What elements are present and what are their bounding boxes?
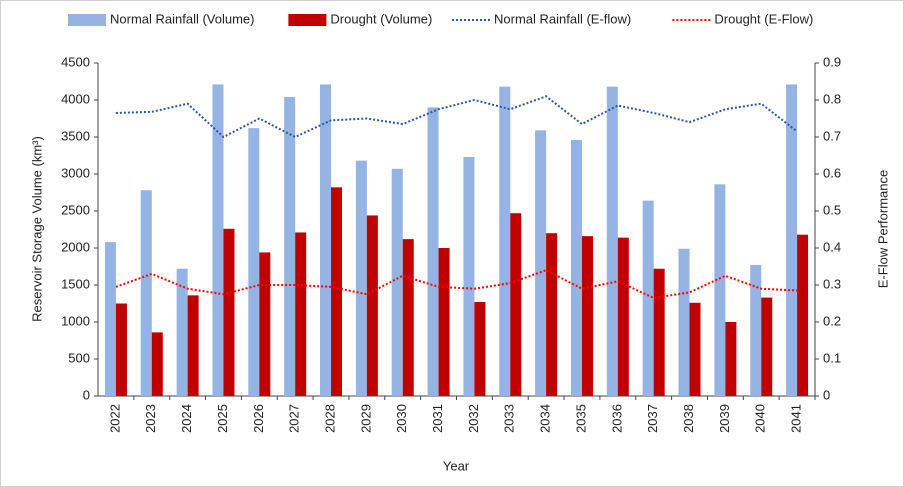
bar <box>331 187 343 396</box>
x-tick-label: 2030 <box>394 404 409 433</box>
y2-tick-label: 0 <box>823 387 830 402</box>
y2-tick-label: 0.7 <box>823 128 841 143</box>
bar <box>259 252 271 396</box>
bar <box>438 248 450 396</box>
y-tick-label: 1000 <box>61 313 90 328</box>
bar <box>725 322 737 396</box>
x-tick-label: 2041 <box>789 404 804 433</box>
bar <box>176 268 188 396</box>
bar <box>570 139 582 396</box>
bar <box>140 190 152 396</box>
line-series <box>115 269 798 299</box>
y-tick-label: 2000 <box>61 239 90 254</box>
legend-label: Drought (Volume) <box>330 11 432 26</box>
bar <box>115 303 127 396</box>
bar <box>366 215 378 396</box>
legend-swatch <box>288 14 327 26</box>
bar <box>499 86 511 397</box>
bar <box>295 232 307 396</box>
x-tick-label: 2033 <box>502 404 517 433</box>
x-tick-label: 2025 <box>215 404 230 433</box>
bar <box>391 168 403 396</box>
x-tick-label: 2035 <box>573 404 588 433</box>
bar <box>104 242 116 396</box>
bar <box>284 97 296 396</box>
x-tick-label: 2023 <box>143 404 158 433</box>
bar <box>797 234 809 396</box>
bar <box>151 332 163 396</box>
bar <box>463 156 475 396</box>
bar <box>320 84 332 397</box>
y-tick-label: 3000 <box>61 165 90 180</box>
bar <box>653 268 665 396</box>
y2-tick-label: 0.2 <box>823 313 841 328</box>
x-tick-label: 2031 <box>430 404 445 433</box>
legend-swatch <box>68 14 106 26</box>
bar <box>427 107 439 397</box>
legend-label: Normal Rainfall (E-flow) <box>494 11 631 26</box>
y-tick-label: 2500 <box>61 202 90 217</box>
y-tick-label: 4000 <box>61 91 90 106</box>
bar <box>248 128 260 396</box>
x-tick-label: 2037 <box>645 404 660 433</box>
x-tick-label: 2039 <box>717 404 732 433</box>
y-tick-label: 3500 <box>61 128 90 143</box>
y-axis-title: Reservoir Storage Volume (km³) <box>29 136 44 322</box>
x-tick-label: 2029 <box>358 404 373 433</box>
bar <box>761 297 773 396</box>
x-tick-label: 2038 <box>681 404 696 433</box>
bar <box>402 239 414 396</box>
bar <box>535 130 547 396</box>
x-tick-label: 2036 <box>609 404 624 433</box>
x-axis-title: Year <box>443 458 470 473</box>
y2-tick-label: 0.8 <box>823 91 841 106</box>
y2-tick-label: 0.3 <box>823 276 841 291</box>
bar <box>689 302 701 396</box>
bar <box>786 84 798 397</box>
bar <box>714 184 726 396</box>
bar <box>474 302 486 396</box>
bar <box>642 200 654 396</box>
bar <box>212 84 224 397</box>
bar <box>678 248 690 396</box>
x-tick-label: 2026 <box>251 404 266 433</box>
bar <box>187 295 199 396</box>
x-tick-label: 2024 <box>179 404 194 433</box>
y2-tick-label: 0.6 <box>823 165 841 180</box>
x-tick-label: 2027 <box>287 404 302 433</box>
y-tick-label: 0 <box>83 387 90 402</box>
y2-tick-label: 0.4 <box>823 239 841 254</box>
x-tick-label: 2032 <box>466 404 481 433</box>
x-tick-label: 2022 <box>107 404 122 433</box>
y2-tick-label: 0.5 <box>823 202 841 217</box>
bar <box>606 86 618 397</box>
x-tick-label: 2028 <box>322 404 337 433</box>
bar <box>546 233 558 396</box>
y-tick-label: 4500 <box>61 54 90 69</box>
bar <box>355 160 367 396</box>
y2-tick-label: 0.9 <box>823 54 841 69</box>
x-tick-label: 2034 <box>538 404 553 433</box>
bar <box>510 213 522 396</box>
legend-label: Drought (E-Flow) <box>714 11 813 26</box>
y-tick-label: 1500 <box>61 276 90 291</box>
bar <box>223 228 235 396</box>
legend-label: Normal Rainfall (Volume) <box>110 11 255 26</box>
x-tick-label: 2040 <box>753 404 768 433</box>
y2-axis-title: E-Flow Performance <box>875 170 890 288</box>
y-tick-label: 500 <box>68 350 90 365</box>
bar <box>581 236 593 396</box>
y2-tick-label: 0.1 <box>823 350 841 365</box>
bar <box>617 237 629 396</box>
line-series <box>115 95 798 139</box>
bar <box>750 265 762 396</box>
